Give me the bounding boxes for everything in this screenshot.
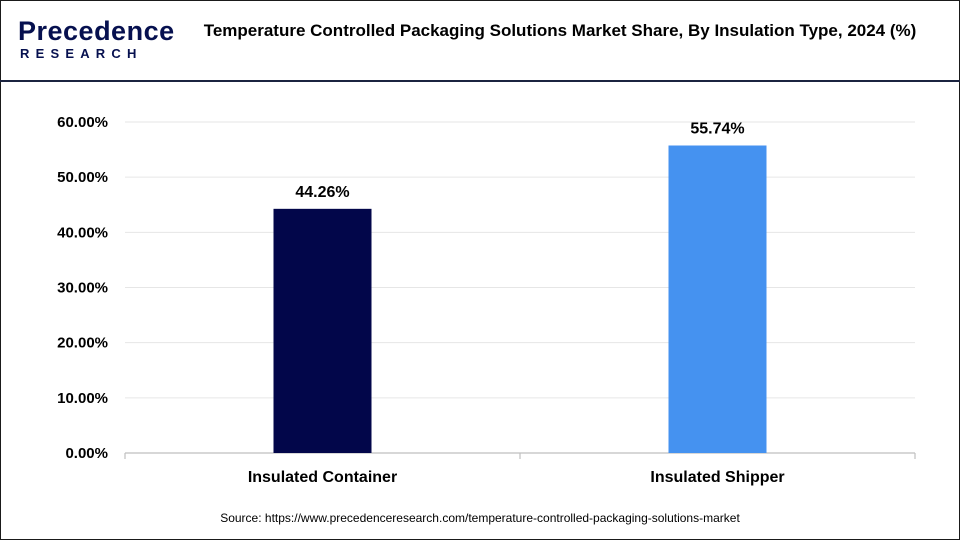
gridlines — [125, 121, 915, 399]
y-tick-label: 30.00% — [57, 280, 108, 297]
bars — [273, 145, 767, 453]
data-label: 44.26% — [295, 184, 349, 201]
source-note: Source: https://www.precedenceresearch.c… — [220, 511, 740, 525]
precedence-research-logo: Precedence RESEARCH — [14, 16, 174, 66]
y-tick-label: 10.00% — [57, 390, 108, 407]
logo-subtitle: RESEARCH — [20, 46, 143, 61]
y-tick-label: 50.00% — [57, 169, 108, 186]
y-tick-label: 40.00% — [57, 224, 108, 241]
data-label: 55.74% — [690, 121, 744, 138]
logo-wordmark: Precedence — [18, 16, 175, 46]
header: Precedence RESEARCH Temperature Controll… — [0, 0, 960, 80]
axes — [124, 452, 916, 459]
bar-insulated-container — [273, 208, 372, 453]
chart-title: Temperature Controlled Packaging Solutio… — [203, 21, 917, 40]
x-category-label: Insulated Shipper — [650, 469, 784, 486]
y-tick-label: 60.00% — [57, 114, 108, 131]
bar-insulated-shipper — [668, 145, 767, 453]
y-tick-label: 0.00% — [65, 445, 108, 462]
x-category-label: Insulated Container — [248, 469, 397, 486]
y-tick-label: 20.00% — [57, 335, 108, 352]
header-divider — [0, 80, 960, 82]
labels: 0.00% 10.00% 20.00% 30.00% 40.00% 50.00% 60.00… — [57, 114, 785, 486]
bar-chart: 0.00% 10.00% 20.00% 30.00% 40.00% 50.00% 60.00… — [57, 114, 916, 486]
